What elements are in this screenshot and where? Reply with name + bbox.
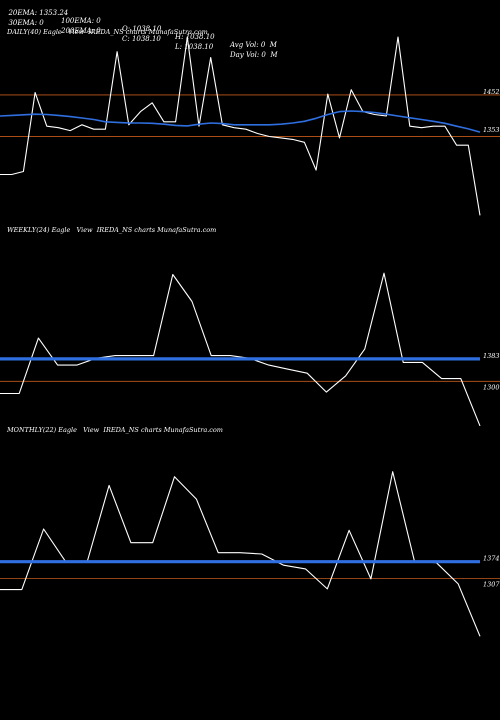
low-label: L: 1038.10 [175, 43, 214, 51]
weekly-tick-label: 1383 [483, 352, 500, 360]
weekly-price-line [0, 272, 481, 427]
ema200-label: 200EMA: 0 [61, 27, 101, 35]
monthly-panel-title: MONTHLY(22) Eagle View IREDA_NS charts M… [7, 426, 223, 434]
close-label: C: 1038.10 [122, 35, 161, 43]
ema20-label: 20EMA: 1353.24 [8, 9, 69, 17]
monthly-price-line [0, 471, 481, 637]
ema100-label: 100EMA: 0 [61, 17, 101, 25]
day-vol-label: Day Vol: 0 M [230, 51, 278, 59]
daily-tick-label: 1452 [483, 88, 500, 96]
open-label: O: 1038.10 [122, 25, 162, 33]
daily-panel-title: DAILY(40) Eagle View IREDA_NS charts Mun… [7, 28, 208, 36]
header-row-2: 30EMA: 0 200EMA: 0 C: 1038.10 L: 1038.10… [4, 11, 277, 59]
weekly-tick-label: 1300 [483, 383, 500, 391]
monthly-tick-label: 1307 [483, 580, 500, 588]
monthly-tick-label: 1374 [483, 555, 500, 563]
header-row-1: 20EMA: 1353.24 100EMA: 0 O: 1038.10 H: 1… [4, 1, 277, 49]
daily-price-line [0, 36, 481, 216]
daily-tick-label: 1353 [483, 126, 500, 134]
high-label: H: 1038.10 [175, 33, 215, 41]
weekly-panel-title: WEEKLY(24) Eagle View IREDA_NS charts Mu… [7, 226, 217, 234]
daily-ema-line [0, 110, 481, 133]
ema30-label: 30EMA: 0 [8, 19, 44, 27]
avg-vol-label: Avg Vol: 0 M [230, 41, 277, 49]
